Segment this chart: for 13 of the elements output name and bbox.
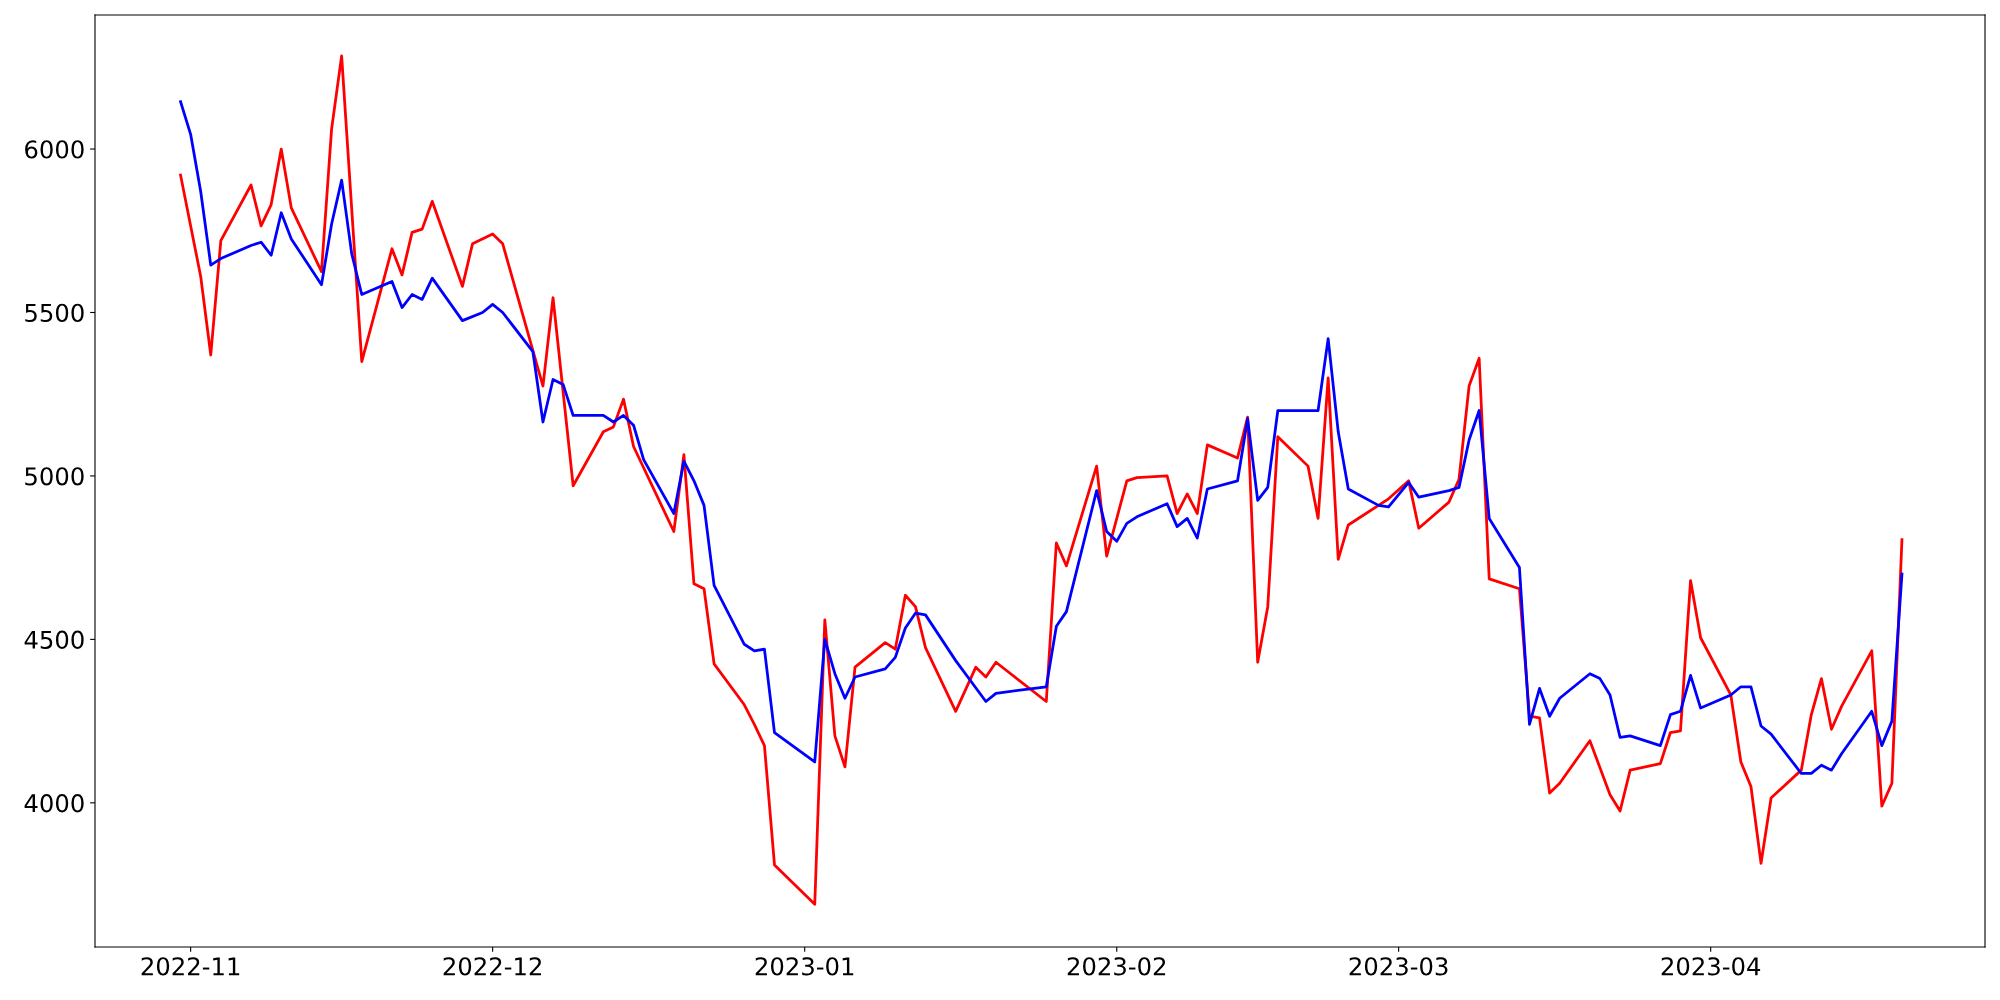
x-tick-label: 2023-03 — [1349, 957, 1448, 976]
line-series — [179, 100, 1904, 775]
y-tick-label: 6000 — [25, 140, 84, 159]
y-tick-label: 4500 — [24, 630, 84, 649]
y-tick-label: 4000 — [24, 794, 84, 813]
x-tick-label: 2022-12 — [443, 957, 541, 976]
x-tick-label: 2023-01 — [755, 957, 854, 976]
x-tick-label: 2023-04 — [1661, 957, 1761, 976]
y-tick-label: 5000 — [25, 467, 84, 486]
x-tick-label: 2022-11 — [141, 957, 240, 976]
x-tick-label: 2023-02 — [1067, 957, 1166, 976]
y-tick-label: 5500 — [25, 303, 84, 323]
line-series — [179, 54, 1904, 906]
